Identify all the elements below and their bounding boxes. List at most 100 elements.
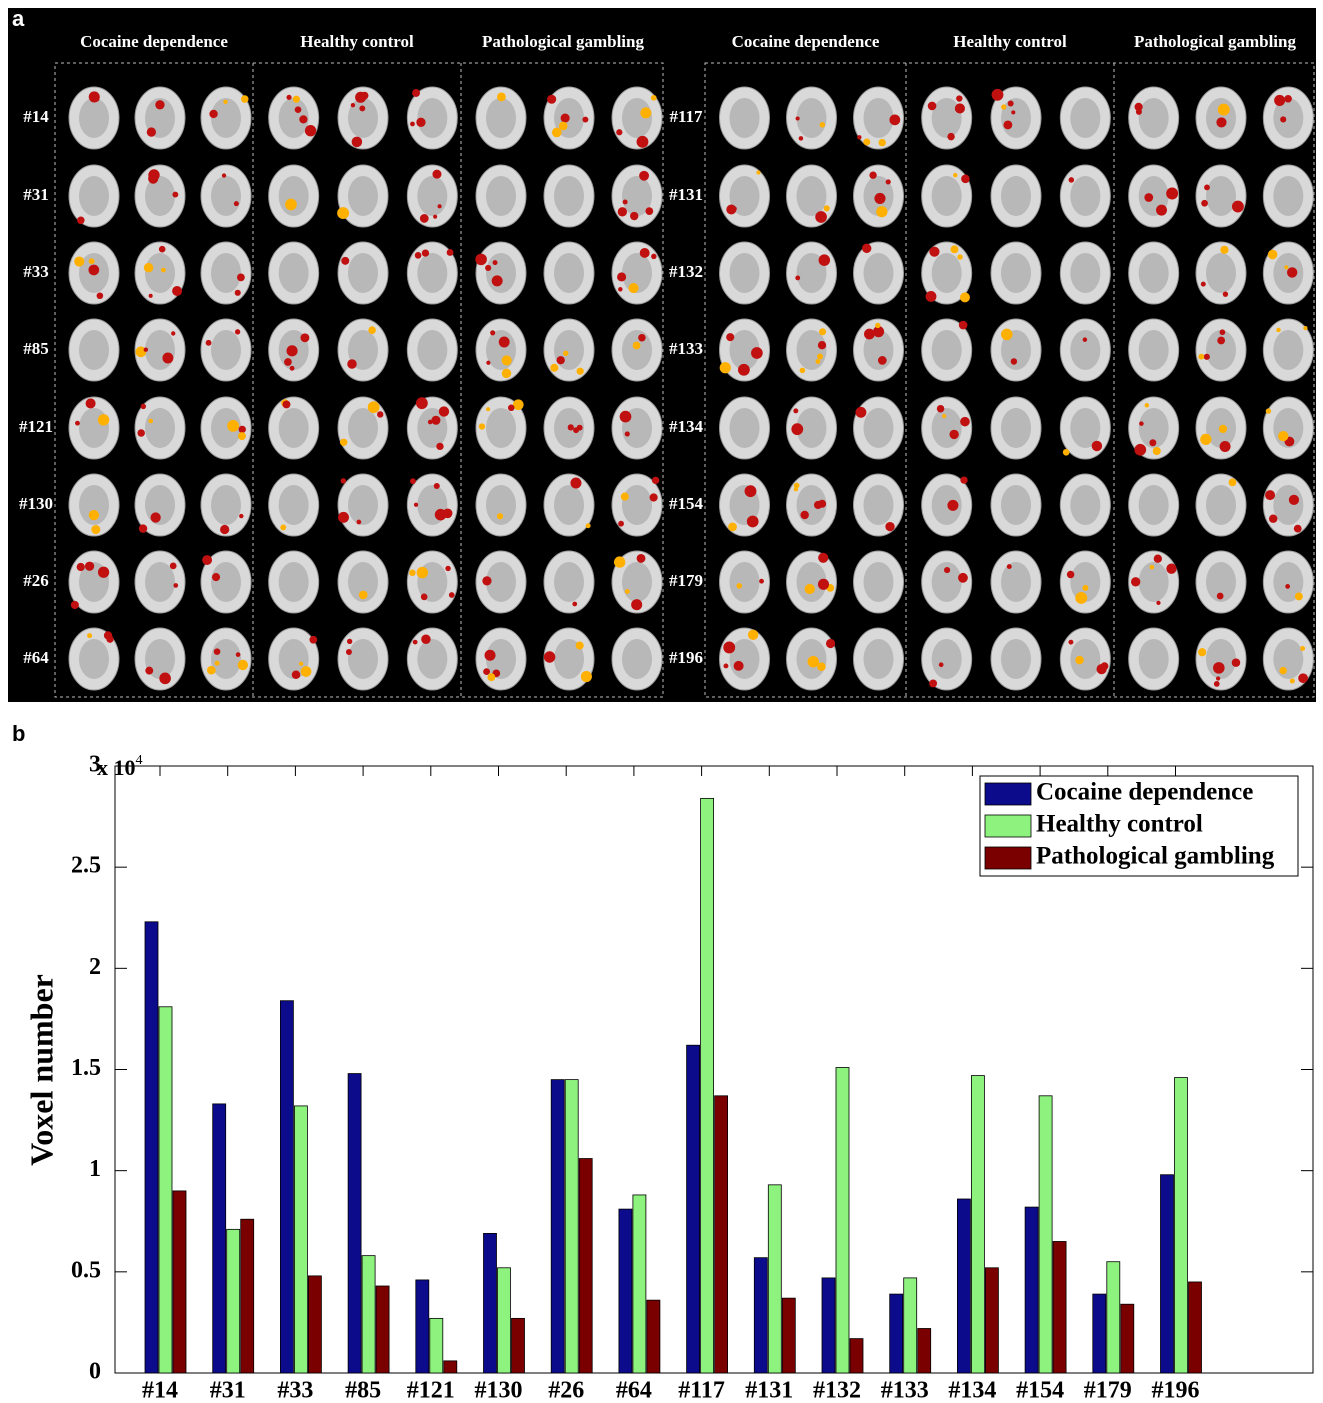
activation-spot xyxy=(409,570,416,577)
activation-spot xyxy=(1166,188,1178,200)
brain-slice-inner xyxy=(1273,485,1303,525)
activation-spot xyxy=(416,118,425,127)
activation-spot xyxy=(433,215,437,219)
activation-spot xyxy=(1216,117,1226,127)
activation-spot xyxy=(869,172,876,179)
activation-spot xyxy=(141,404,146,409)
brain-slice-inner xyxy=(1001,98,1031,138)
activation-spot xyxy=(173,583,178,588)
activation-spot xyxy=(1003,121,1012,130)
activation-spot xyxy=(1150,565,1155,570)
activation-spot xyxy=(616,129,622,135)
activation-spot xyxy=(805,584,815,594)
activation-spot xyxy=(377,411,383,417)
activation-spot xyxy=(1290,679,1295,684)
activation-spot xyxy=(351,103,355,107)
activation-spot xyxy=(299,662,303,666)
brain-slice-inner xyxy=(797,98,827,138)
activation-spot xyxy=(819,254,831,266)
activation-spot xyxy=(508,405,515,412)
bar xyxy=(280,1001,293,1373)
brain-slice-inner xyxy=(417,176,447,216)
activation-spot xyxy=(1011,358,1017,364)
activation-spot xyxy=(625,431,630,436)
activation-spot xyxy=(417,567,428,578)
activation-spot xyxy=(818,341,826,349)
row-label: #26 xyxy=(23,571,49,590)
activation-spot xyxy=(563,351,568,356)
activation-spot xyxy=(561,114,570,123)
brain-slice-inner xyxy=(1273,176,1303,216)
activation-spot xyxy=(1276,328,1280,332)
bar xyxy=(173,1191,186,1373)
activation-spot xyxy=(74,256,84,266)
brain-slice-inner xyxy=(79,330,109,370)
activation-spot xyxy=(338,512,349,523)
x-tick-label: #26 xyxy=(548,1378,584,1403)
brain-slice-inner xyxy=(279,176,309,216)
activation-spot xyxy=(1145,403,1150,408)
activation-spot xyxy=(1269,514,1277,522)
activation-spot xyxy=(347,639,352,644)
activation-spot xyxy=(235,329,240,334)
bar xyxy=(633,1195,646,1373)
activation-spot xyxy=(89,91,100,102)
brain-slice-inner xyxy=(348,639,378,679)
activation-spot xyxy=(434,483,440,489)
legend-label: Healthy control xyxy=(1036,811,1203,838)
brain-slice-inner xyxy=(1001,562,1031,602)
bar xyxy=(701,798,714,1373)
row-label: #131 xyxy=(669,185,703,204)
activation-spot xyxy=(637,554,646,563)
activation-spot xyxy=(1278,431,1288,441)
activation-spot xyxy=(617,272,626,281)
activation-spot xyxy=(652,477,659,484)
group-title: Cocaine dependence xyxy=(732,32,880,51)
activation-spot xyxy=(728,522,737,531)
activation-spot xyxy=(1204,184,1210,190)
activation-spot xyxy=(361,92,369,100)
activation-spot xyxy=(420,214,429,223)
y-tick-label: 1.5 xyxy=(71,1055,101,1081)
activation-spot xyxy=(75,421,80,426)
activation-spot xyxy=(147,127,156,136)
activation-spot xyxy=(875,323,880,328)
activation-spot xyxy=(368,401,380,413)
activation-spot xyxy=(207,666,216,675)
brain-slice-inner xyxy=(145,562,175,602)
activation-spot xyxy=(220,525,229,534)
activation-spot xyxy=(723,663,728,668)
activation-spot xyxy=(862,244,871,253)
activation-spot xyxy=(961,175,970,184)
activation-spot xyxy=(1067,571,1075,579)
legend-label: Pathological gambling xyxy=(1036,843,1275,870)
brain-slice-inner xyxy=(279,485,309,525)
brain-slice-inner xyxy=(348,176,378,216)
activation-spot xyxy=(1280,116,1286,122)
brain-slice-inner xyxy=(486,408,516,448)
brain-slice-inner xyxy=(211,639,241,679)
brain-slice-inner xyxy=(1070,98,1100,138)
brain-slice-inner xyxy=(554,176,584,216)
activation-spot xyxy=(625,589,630,594)
brain-slice-inner xyxy=(622,562,652,602)
activation-spot xyxy=(227,420,239,432)
group-title: Cocaine dependence xyxy=(80,32,228,51)
activation-spot xyxy=(413,640,418,645)
activation-spot xyxy=(347,359,357,369)
activation-spot xyxy=(161,268,166,273)
brain-slice-inner xyxy=(554,330,584,370)
legend-swatch xyxy=(985,783,1031,805)
brain-slice-inner xyxy=(145,330,175,370)
bar xyxy=(498,1268,511,1373)
x-tick-label: #196 xyxy=(1152,1378,1200,1403)
activation-spot xyxy=(1232,201,1244,213)
x-tick-label: #14 xyxy=(142,1378,178,1403)
bar xyxy=(430,1318,443,1373)
activation-spot xyxy=(794,483,800,489)
activation-spot xyxy=(1216,676,1220,680)
legend-swatch xyxy=(985,815,1031,837)
activation-spot xyxy=(436,443,443,450)
bar xyxy=(850,1339,863,1373)
activation-spot xyxy=(1284,265,1288,269)
